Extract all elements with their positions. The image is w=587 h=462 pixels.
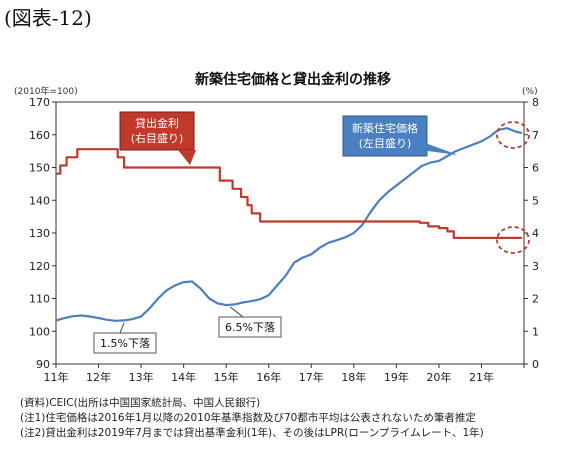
left-tick-label: 140 — [29, 194, 50, 207]
drop-2-leader — [230, 306, 244, 318]
x-tick-label: 11年 — [44, 370, 69, 384]
drop-2-box — [218, 316, 282, 338]
highlight-rate-end — [496, 226, 530, 254]
drop-2-label: 6.5%下落 — [225, 321, 275, 334]
figure-heading: (図表-12) — [4, 6, 92, 30]
right-tick-label: 5 — [532, 194, 539, 207]
x-tick-label: 16年 — [256, 370, 281, 384]
note-2: (注2)貸出金利は2019年7月までは貸出基準金利(1年)、その後はLPR(ロー… — [20, 427, 484, 439]
highlight-price-end — [496, 121, 530, 149]
x-tick-label: 19年 — [384, 370, 409, 384]
note-source: (資料)CEIC(出所は中国国家統計局、中国人民銀行) — [20, 397, 261, 409]
callouts: 貸出金利(右目盛り) 新築住宅価格(左目盛り) 1.5%下落 6.5%下落 — [93, 111, 530, 354]
price-callout-pointer — [420, 144, 458, 155]
price-callout-label: (左目盛り) — [359, 136, 412, 150]
rate-callout-box — [119, 111, 195, 151]
notes: (資料)CEIC(出所は中国国家統計局、中国人民銀行) (注1)住宅価格は201… — [20, 396, 484, 441]
axes: 90 100 110 120 130 140 150 160 170 0 1 2 3 4 5 6 7 8 11年 12… — [29, 96, 539, 384]
left-tick-label: 120 — [29, 260, 50, 273]
x-tick-label: 18年 — [341, 370, 366, 384]
left-tick-label: 100 — [29, 325, 50, 338]
right-tick-label: 0 — [532, 358, 539, 371]
right-tick-label: 3 — [532, 260, 539, 273]
left-tick-label: 160 — [29, 129, 50, 142]
note-1: (注1)住宅価格は2016年1月以降の2010年基準指数及び70都市平均は公表さ… — [20, 412, 476, 424]
lending-rate-line — [56, 148, 522, 239]
right-tick-label: 1 — [532, 325, 539, 338]
right-tick-label: 7 — [532, 129, 539, 142]
rate-callout-label: 貸出金利 — [135, 116, 179, 130]
price-callout-box — [342, 115, 428, 157]
right-tick-label: 8 — [532, 96, 539, 109]
price-callout-label: 新築住宅価格 — [352, 121, 418, 135]
x-tick-label: 14年 — [171, 370, 196, 384]
right-tick-label: 2 — [532, 293, 539, 306]
rate-callout-pointer — [178, 150, 196, 165]
housing-price-line — [55, 127, 523, 322]
left-tick-label: 110 — [29, 293, 50, 306]
drop-1-box — [93, 332, 157, 354]
x-tick-label: 15年 — [214, 370, 239, 384]
right-tick-label: 6 — [532, 162, 539, 175]
left-tick-label: 90 — [36, 358, 50, 371]
drop-1-label: 1.5%下落 — [100, 337, 150, 350]
left-tick-label: 130 — [29, 227, 50, 240]
right-tick-label: 4 — [532, 227, 539, 240]
x-tick-label: 21年 — [469, 370, 494, 384]
x-tick-label: 13年 — [129, 370, 154, 384]
drop-1-leader — [119, 322, 125, 334]
x-tick-label: 20年 — [426, 370, 451, 384]
rate-callout-label: (右目盛り) — [131, 131, 184, 145]
left-tick-label: 150 — [29, 162, 50, 175]
series-lines — [55, 127, 523, 322]
right-axis-unit: (%) — [522, 87, 538, 97]
left-axis-unit: (2010年=100) — [14, 85, 78, 97]
left-tick-label: 170 — [29, 96, 50, 109]
x-tick-label: 17年 — [299, 370, 324, 384]
chart-title: 新築住宅価格と貸出金利の推移 — [195, 71, 391, 88]
x-tick-label: 12年 — [86, 370, 111, 384]
